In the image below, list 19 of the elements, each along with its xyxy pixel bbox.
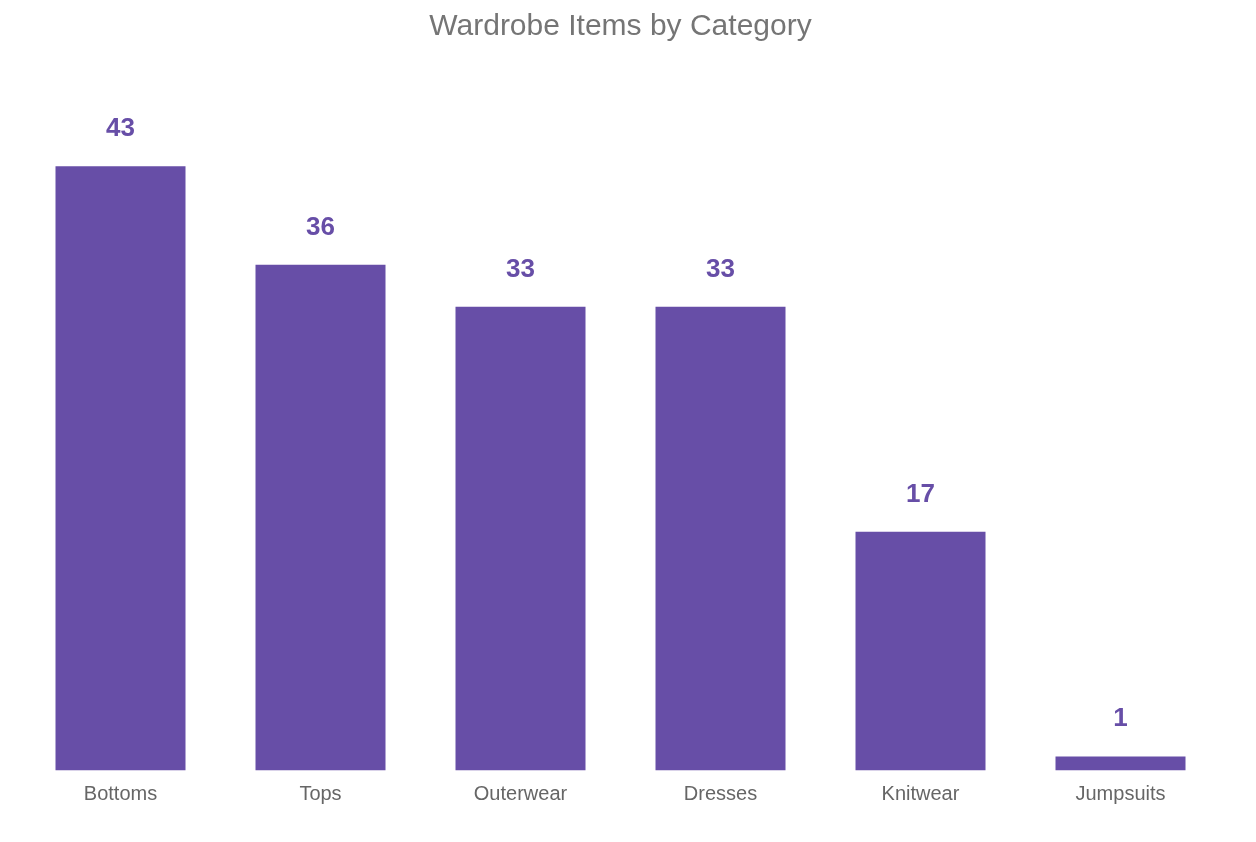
chart-title: Wardrobe Items by Category: [429, 7, 812, 41]
x-tick-label: Tops: [299, 781, 342, 804]
x-tick-label: Bottoms: [83, 781, 158, 804]
x-tick-label: Outerwear: [473, 781, 568, 804]
data-label: 33: [706, 252, 735, 283]
x-tick-label: Jumpsuits: [1075, 781, 1166, 804]
bar: [455, 306, 586, 771]
bar: [255, 264, 386, 771]
data-label: 17: [906, 477, 935, 508]
data-label: 33: [506, 252, 535, 283]
data-label: 43: [106, 112, 135, 143]
data-label: 36: [306, 210, 335, 241]
bar: [655, 306, 786, 771]
x-tick-label: Knitwear: [881, 781, 960, 804]
bar: [55, 166, 186, 771]
x-tick-label: Dresses: [683, 781, 758, 804]
bar: [855, 531, 986, 771]
data-label: 1: [1113, 702, 1128, 733]
bar: [1055, 756, 1186, 771]
